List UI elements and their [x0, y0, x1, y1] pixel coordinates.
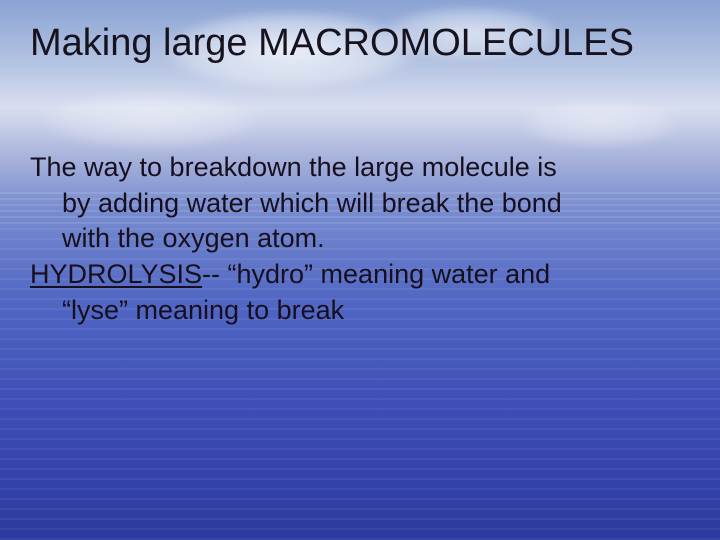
slide: Making large MACROMOLECULES The way to b…: [0, 0, 720, 540]
body-line: The way to breakdown the large molecule …: [30, 152, 557, 182]
body-line: -- “hydro” meaning water and: [202, 259, 550, 289]
cloud-decoration: [40, 90, 260, 150]
body-line: with the oxygen atom.: [30, 221, 680, 257]
cloud-decoration: [520, 100, 680, 148]
body-line: “lyse” meaning to break: [30, 293, 680, 329]
slide-title: Making large MACROMOLECULES: [30, 22, 690, 65]
term-hydrolysis: HYDROLYSIS: [30, 259, 202, 289]
slide-body: The way to breakdown the large molecule …: [30, 150, 680, 328]
body-line: by adding water which will break the bon…: [30, 186, 680, 222]
